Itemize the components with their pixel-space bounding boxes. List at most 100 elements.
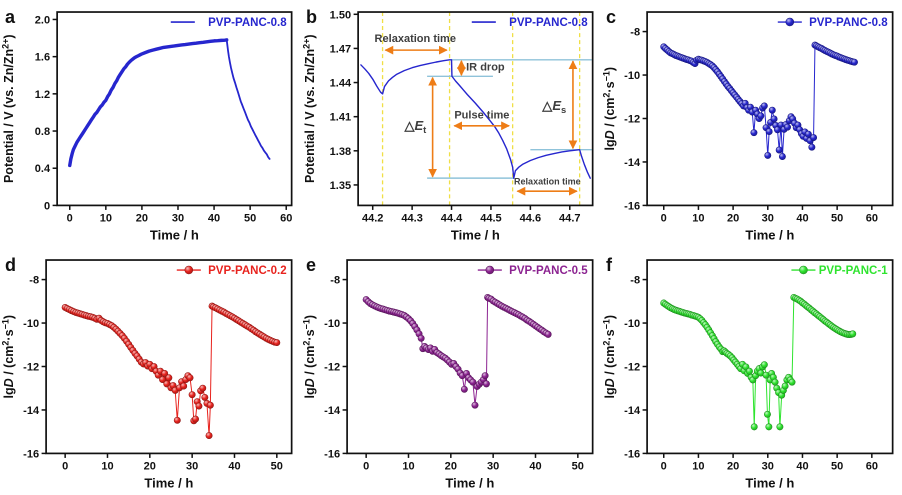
svg-text:-8: -8	[631, 274, 641, 286]
svg-text:60: 60	[866, 460, 878, 472]
svg-text:-16: -16	[624, 448, 640, 460]
svg-text:-10: -10	[23, 318, 39, 330]
svg-text:-16: -16	[324, 448, 340, 460]
svg-text:40: 40	[529, 460, 541, 472]
svg-text:40: 40	[228, 460, 240, 472]
svg-text:-10: -10	[624, 70, 640, 82]
svg-text:b: b	[306, 7, 317, 27]
svg-text:-8: -8	[631, 27, 641, 39]
svg-text:44.2: 44.2	[362, 212, 383, 224]
svg-text:60: 60	[280, 212, 292, 224]
svg-text:1.44: 1.44	[329, 78, 351, 90]
svg-text:0: 0	[363, 460, 369, 472]
svg-text:PVP-PANC-0.8: PVP-PANC-0.8	[208, 17, 287, 29]
panel-d: 0 10 20 30 40 50 -16 -14 -12 -10 -8 Time / h lgD / (…	[0, 248, 301, 495]
svg-text:-8: -8	[330, 274, 340, 286]
svg-text:a: a	[5, 7, 16, 27]
svg-text:Time / h: Time / h	[445, 475, 494, 490]
svg-text:Pulse time: Pulse time	[454, 109, 509, 121]
chart-b: Relaxation time Pulse time Relaxation time…	[301, 7, 594, 242]
svg-text:50: 50	[244, 212, 256, 224]
svg-text:1.38: 1.38	[329, 146, 350, 158]
svg-text:1.50: 1.50	[329, 9, 350, 21]
svg-text:40: 40	[797, 460, 809, 472]
panel-b: Relaxation time Pulse time Relaxation time…	[301, 0, 602, 248]
svg-text:Time / h: Time / h	[451, 227, 500, 242]
svg-text:10: 10	[693, 460, 705, 472]
svg-text:44.4: 44.4	[440, 212, 462, 224]
svg-text:PVP-PANC-1: PVP-PANC-1	[819, 265, 888, 277]
svg-text:-12: -12	[624, 361, 640, 373]
svg-text:f: f	[606, 255, 613, 275]
svg-text:0: 0	[62, 460, 68, 472]
panel-a: 0 10 20 30 40 50 60 0 0.4 0.8 1.2 1.6 2.0 Time / h Pot…	[0, 0, 301, 248]
svg-text:-12: -12	[23, 361, 39, 373]
svg-text:0: 0	[44, 200, 50, 212]
panel-e: 0 10 20 30 40 50 -16 -14 -12 -10 -8 Time / h lgD / (…	[301, 248, 602, 495]
svg-text:PVP-PANC-0.2: PVP-PANC-0.2	[208, 265, 287, 277]
svg-text:20: 20	[136, 212, 148, 224]
svg-text:IR drop: IR drop	[466, 62, 505, 74]
svg-text:20: 20	[144, 460, 156, 472]
svg-text:c: c	[606, 7, 616, 27]
svg-text:30: 30	[762, 212, 774, 224]
svg-text:10: 10	[402, 460, 414, 472]
svg-text:1.6: 1.6	[35, 52, 50, 64]
svg-text:△Et: △Et	[403, 118, 426, 135]
svg-text:-14: -14	[624, 157, 641, 169]
svg-text:20: 20	[444, 460, 456, 472]
svg-text:10: 10	[693, 212, 705, 224]
svg-text:20: 20	[727, 460, 739, 472]
svg-text:Time / h: Time / h	[746, 227, 795, 242]
svg-text:0.8: 0.8	[35, 126, 50, 138]
svg-text:Time / h: Time / h	[150, 227, 199, 242]
svg-text:-12: -12	[624, 114, 640, 126]
svg-text:△Es: △Es	[541, 98, 566, 115]
svg-text:Time / h: Time / h	[144, 475, 193, 490]
svg-text:PVP-PANC-0.8: PVP-PANC-0.8	[509, 17, 588, 29]
svg-text:Potential / V (vs. Zn/Zn2+): Potential / V (vs. Zn/Zn2+)	[301, 34, 317, 183]
svg-text:-10: -10	[324, 318, 340, 330]
chart-f: 0 10 20 30 40 50 60 -16 -14 -12 -10 -8 Time / h lgD /…	[602, 255, 894, 490]
svg-text:d: d	[5, 255, 16, 275]
svg-text:2.0: 2.0	[35, 14, 50, 26]
svg-text:PVP-PANC-0.8: PVP-PANC-0.8	[809, 17, 888, 29]
svg-text:50: 50	[271, 460, 283, 472]
svg-text:-12: -12	[324, 361, 340, 373]
svg-text:Relaxation time: Relaxation time	[514, 176, 581, 186]
svg-text:0.4: 0.4	[35, 163, 51, 175]
svg-text:1.35: 1.35	[329, 180, 350, 192]
chart-d: 0 10 20 30 40 50 -16 -14 -12 -10 -8 Time / h lgD / (…	[0, 255, 293, 490]
chart-c: 0 10 20 30 40 50 60 -16 -14 -12 -10 -8 Time / h lgD /…	[602, 7, 894, 242]
svg-text:1.41: 1.41	[329, 112, 350, 124]
svg-text:-14: -14	[23, 404, 40, 416]
svg-text:50: 50	[831, 212, 843, 224]
svg-text:44.7: 44.7	[559, 212, 580, 224]
svg-text:-14: -14	[324, 404, 341, 416]
svg-text:44.3: 44.3	[401, 212, 422, 224]
svg-text:-16: -16	[624, 200, 640, 212]
svg-text:50: 50	[571, 460, 583, 472]
svg-text:40: 40	[797, 212, 809, 224]
svg-text:30: 30	[172, 212, 184, 224]
chart-a: 0 10 20 30 40 50 60 0 0.4 0.8 1.2 1.6 2.0 Time / h Pot…	[0, 7, 293, 242]
chart-e: 0 10 20 30 40 50 -16 -14 -12 -10 -8 Time / h lgD / (…	[301, 255, 594, 490]
svg-text:lgD / (cm2·s−1): lgD / (cm2·s−1)	[0, 314, 16, 397]
svg-text:30: 30	[762, 460, 774, 472]
svg-text:-10: -10	[624, 318, 640, 330]
svg-text:20: 20	[727, 212, 739, 224]
svg-text:60: 60	[866, 212, 878, 224]
svg-text:1.47: 1.47	[329, 43, 350, 55]
svg-text:30: 30	[487, 460, 499, 472]
panel-c: 0 10 20 30 40 50 60 -16 -14 -12 -10 -8 Time / h lgD /…	[601, 0, 902, 248]
svg-text:10: 10	[101, 460, 113, 472]
svg-text:Potential / V (vs. Zn/Zn2+): Potential / V (vs. Zn/Zn2+)	[0, 34, 16, 183]
svg-text:-16: -16	[23, 448, 39, 460]
svg-text:Relaxation time: Relaxation time	[374, 33, 455, 45]
svg-text:-8: -8	[29, 274, 39, 286]
svg-text:0: 0	[661, 212, 667, 224]
svg-text:30: 30	[186, 460, 198, 472]
svg-text:10: 10	[100, 212, 112, 224]
svg-text:40: 40	[208, 212, 220, 224]
